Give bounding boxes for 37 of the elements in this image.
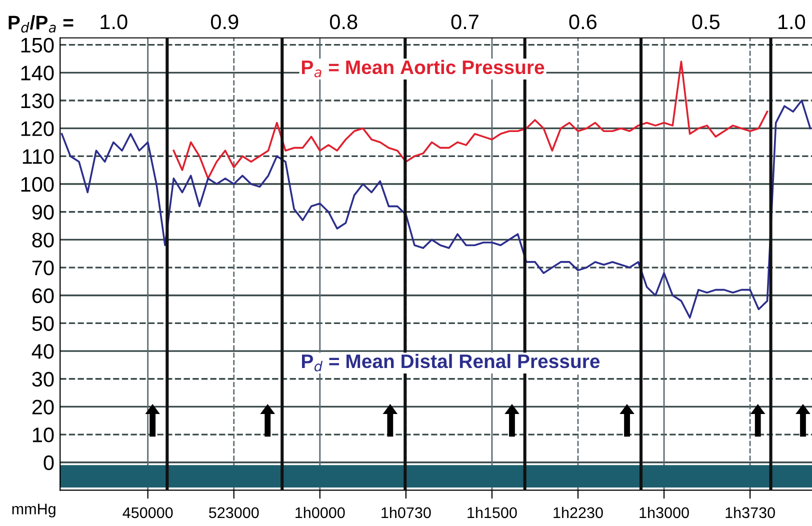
y-tick-label: 130 (21, 94, 54, 108)
text: 0.6 (569, 14, 596, 30)
y-tick-label: 80 (32, 232, 54, 248)
y-tick-label: 70 (32, 260, 54, 276)
x-tick-label: 1h3000 (640, 506, 689, 518)
x-tick-label: 1h0000 (296, 506, 345, 518)
y-tick-label: 60 (32, 288, 54, 304)
y-tick-label: 10 (32, 428, 54, 442)
x-tick-label: 1h2230 (554, 506, 603, 518)
text: P$_{a}$ = Mean Aortic Pressure (302, 60, 544, 78)
text: 1.0 (778, 14, 806, 30)
text: 0.9 (210, 14, 238, 30)
line-series (172, 60, 768, 180)
text: 0.7 (451, 14, 478, 30)
text: 0.8 (330, 14, 358, 30)
y-tick-label: 120 (21, 121, 54, 136)
y-tick-label: 50 (32, 316, 54, 331)
y-tick-label: 100 (21, 177, 54, 192)
text: P$_{d}$ = Mean Distal Renal Pressure (302, 354, 600, 372)
y-tick-label: 40 (32, 344, 54, 359)
y-tick-label: 150 (21, 38, 54, 53)
x2-axis-title: P$_{d}$/P$_{a}$ = (8, 15, 74, 33)
line-series (60, 100, 812, 319)
y-axis-title: mmHg (12, 504, 56, 518)
text: 0.5 (692, 14, 720, 30)
x-tick-label: 1h3730 (726, 506, 775, 518)
text: 1.0 (100, 14, 128, 30)
x-tick-label: 1h0730 (382, 506, 431, 518)
y-tick-label: 20 (32, 400, 54, 414)
x-tick-label: 1h1500 (468, 506, 517, 518)
x-tick-label: 523000 (208, 507, 259, 518)
y-tick-label: 110 (22, 149, 54, 164)
y-tick-label: 90 (32, 204, 54, 220)
x-tick-label: 450000 (122, 507, 173, 518)
y-tick-label: 30 (32, 372, 54, 387)
y-tick-label: 140 (21, 66, 54, 80)
y-tick-label: 0 (44, 455, 54, 470)
